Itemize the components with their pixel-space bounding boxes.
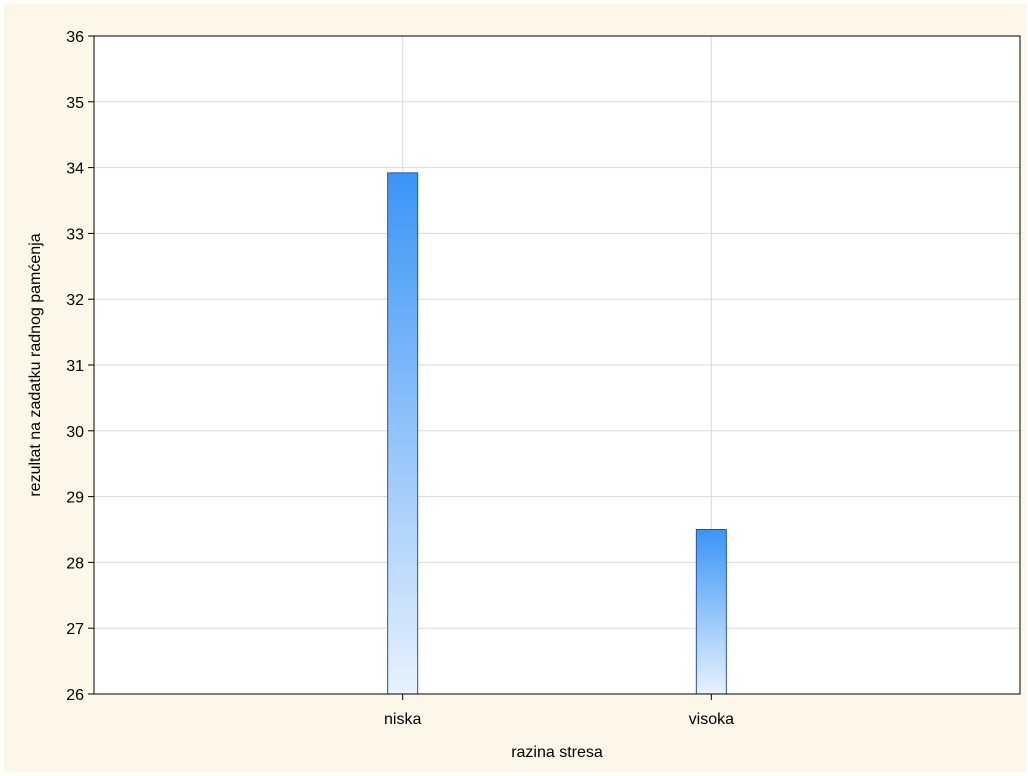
- y-tick-label: 35: [66, 95, 84, 112]
- x-tick-label: visoka: [689, 711, 734, 728]
- y-tick-label: 30: [66, 424, 84, 441]
- y-tick-label: 33: [66, 226, 84, 243]
- y-tick-label: 29: [66, 490, 84, 507]
- y-tick-label: 26: [66, 687, 84, 704]
- x-axis-title: razina stresa: [511, 744, 603, 761]
- bar-chart: 26 27 28 29 30 31 32 33 34 35 36 niska visoka razin…: [27, 29, 1021, 761]
- bars: [387, 172, 727, 695]
- bar-visoka: [695, 529, 727, 695]
- x-tick-labels: niska visoka: [384, 694, 734, 728]
- y-tick-label: 32: [66, 292, 84, 309]
- x-tick-label: niska: [384, 711, 421, 728]
- bar-niska: [387, 172, 419, 695]
- chart-frame: 26 27 28 29 30 31 32 33 34 35 36 niska visoka razin…: [4, 4, 1026, 772]
- y-tick-label: 36: [66, 29, 84, 46]
- y-axis-title: rezultat na zadatku radnog pamćenja: [27, 233, 44, 496]
- y-tick-labels: 26 27 28 29 30 31 32 33 34 35 36: [66, 29, 94, 704]
- y-tick-label: 31: [66, 358, 84, 375]
- y-tick-label: 27: [66, 621, 84, 638]
- y-tick-label: 28: [66, 555, 84, 572]
- y-tick-label: 34: [66, 161, 84, 178]
